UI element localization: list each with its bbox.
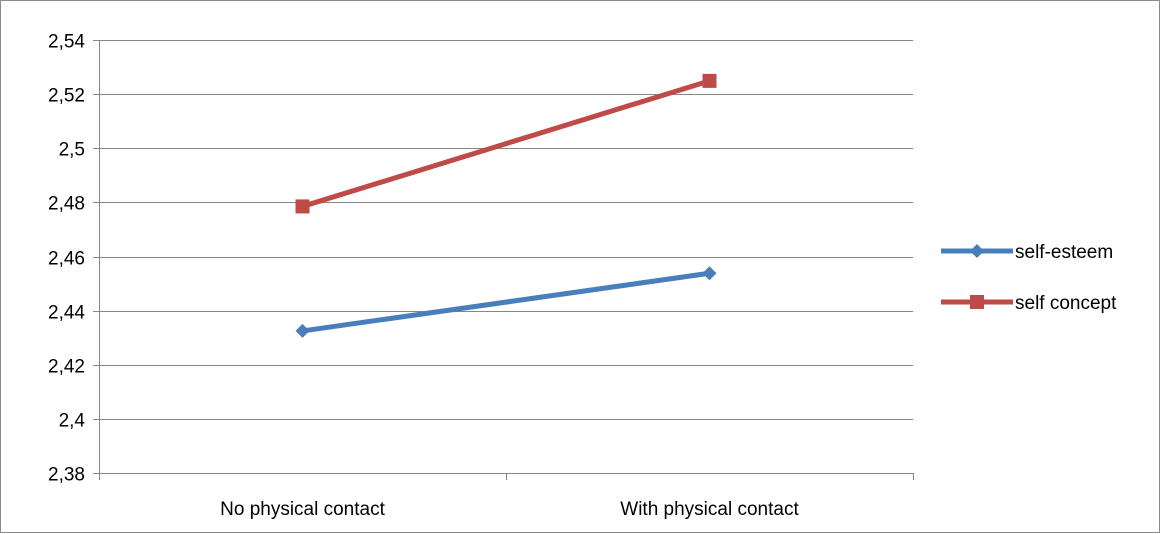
legend-item-self-esteem: self-esteem [941, 242, 1113, 263]
series-self-esteem [295, 266, 717, 338]
data-point-self-esteem [295, 323, 310, 338]
y-tick-label: 2,42 [48, 357, 85, 378]
legend-marker-self-esteem [970, 244, 984, 258]
data-point-self-concept [295, 199, 310, 214]
y-tick-label: 2,38 [48, 465, 85, 486]
legend: self-esteem self concept [941, 242, 1117, 314]
y-tick-label: 2,46 [48, 249, 85, 270]
legend-label-self-concept: self concept [1015, 293, 1117, 314]
series-line-self-concept [300, 78, 712, 209]
series-lines [295, 73, 717, 338]
series-self-concept [295, 73, 717, 214]
y-tick-label: 2,5 [59, 140, 85, 161]
data-point-self-esteem [702, 266, 717, 281]
data-point-self-concept [702, 73, 717, 88]
axes [93, 40, 914, 480]
legend-label-self-esteem: self-esteem [1015, 242, 1113, 263]
y-tick-label: 2,54 [48, 32, 85, 53]
x-category-label: With physical contact [620, 499, 799, 520]
y-tick-label: 2,48 [48, 194, 85, 215]
series-line-self-esteem [300, 270, 712, 334]
y-tick-label: 2,52 [48, 86, 85, 107]
gridlines [99, 40, 913, 420]
legend-item-self-concept: self concept [941, 293, 1117, 314]
x-axis-category-labels: No physical contact With physical contact [220, 499, 799, 520]
y-tick-label: 2,44 [48, 303, 85, 324]
y-axis-tick-labels: 2,38 2,4 2,42 2,44 2,46 2,48 2,5 2,52 2,54 [48, 32, 85, 486]
y-tick-label: 2,4 [59, 411, 86, 432]
legend-marker-self-concept [970, 295, 984, 309]
x-category-label: No physical contact [220, 499, 385, 520]
